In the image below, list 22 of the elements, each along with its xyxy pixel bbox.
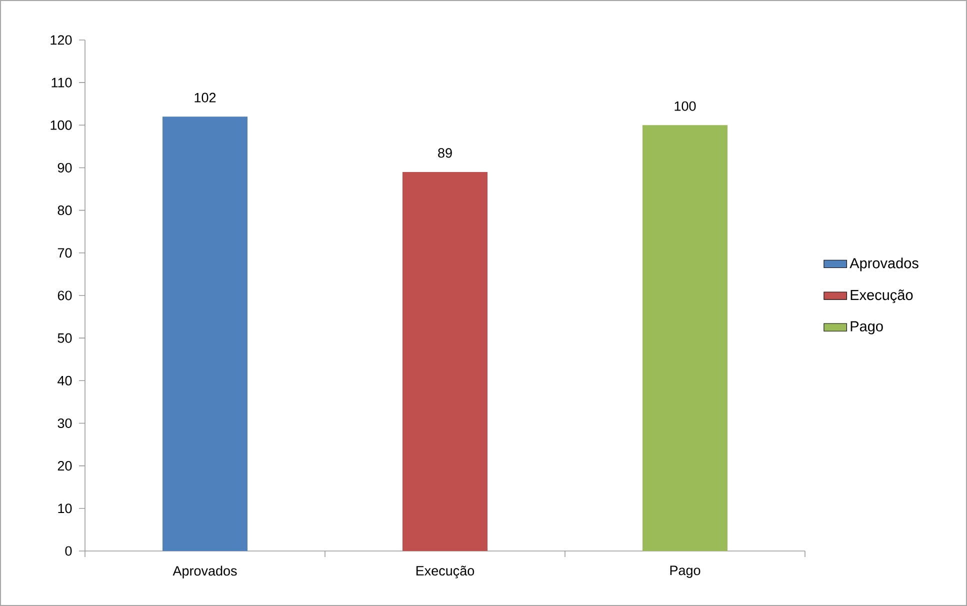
y-tick-label: 80 <box>58 206 72 216</box>
legend-label: Aprovados <box>850 258 918 272</box>
legend-label: Execução <box>850 290 913 304</box>
y-tick-label: 110 <box>52 78 72 88</box>
y-tick-label: 20 <box>58 461 72 471</box>
y-tick-label: 100 <box>50 120 72 130</box>
y-tick-label: 10 <box>58 504 72 514</box>
y-tick-label: 30 <box>58 418 72 428</box>
y-tick-label: 0 <box>65 546 72 556</box>
data-label: 100 <box>674 101 696 111</box>
y-tick-label: 120 <box>50 35 72 45</box>
x-tick-label: Aprovados <box>172 566 237 578</box>
y-tick-label: 40 <box>58 376 72 386</box>
legend-label: Pago <box>850 321 883 334</box>
data-label: 89 <box>438 148 452 158</box>
data-label: 102 <box>194 92 216 102</box>
y-tick-label: 70 <box>58 248 72 258</box>
y-tick-label: 50 <box>58 333 72 343</box>
x-tick-label: Execução <box>416 566 474 578</box>
y-tick-label: 90 <box>58 162 72 173</box>
y-tick-label: 60 <box>58 290 72 300</box>
x-tick-label: Pago <box>670 566 700 578</box>
